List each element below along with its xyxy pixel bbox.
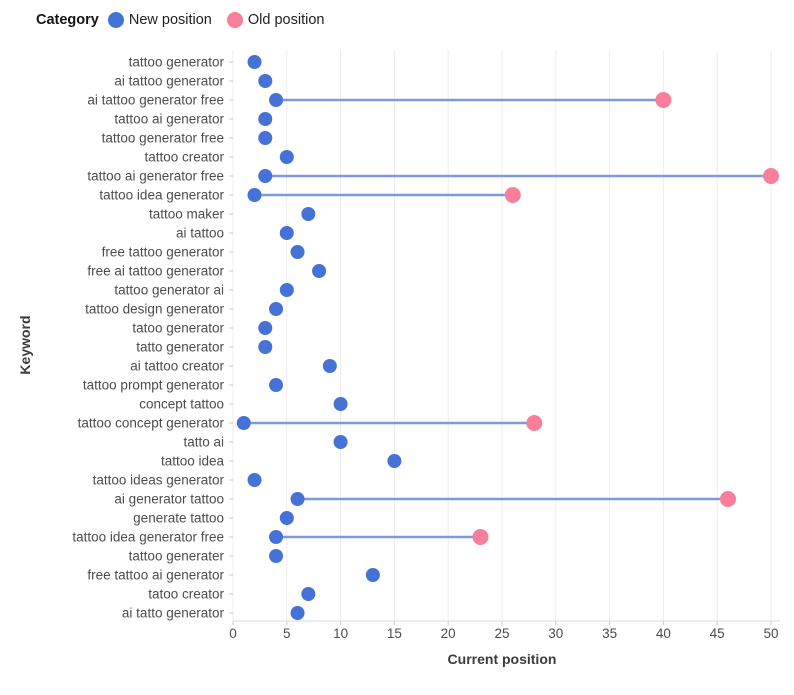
legend: Category New position Old position — [36, 10, 339, 30]
new-position-dot — [322, 359, 337, 373]
new-position-dot — [279, 150, 294, 164]
new-position-dot — [258, 169, 273, 183]
new-position-dot — [301, 587, 316, 601]
new-position-dot — [247, 473, 262, 487]
x-tick-label: 10 — [333, 626, 348, 641]
y-tick-label: tattoo ai generator — [114, 112, 224, 127]
x-tick-label: 35 — [602, 626, 617, 641]
new-position-dot — [279, 283, 294, 297]
old-position-dot — [655, 92, 672, 108]
x-tick-label: 45 — [710, 626, 725, 641]
new-position-dot — [290, 492, 305, 506]
x-tick-label: 20 — [441, 626, 456, 641]
y-tick-label: tattoo generator ai — [114, 283, 224, 298]
new-position-dot — [333, 435, 348, 449]
y-tick-label: tattoo idea generator free — [72, 530, 224, 545]
old-position-dot — [472, 529, 489, 545]
new-position-dot — [269, 530, 284, 544]
old-position-dot-icon — [226, 12, 243, 28]
y-tick-label: generate tattoo — [133, 511, 224, 526]
y-tick-label: concept tattoo — [139, 397, 224, 412]
legend-item-new-position: New position — [107, 12, 212, 28]
x-tick-label: 30 — [548, 626, 563, 641]
y-tick-label: ai tattoo generator free — [87, 93, 224, 108]
y-tick-label: tattoo generater — [129, 549, 225, 564]
legend-item-label: New position — [128, 12, 212, 28]
y-tick-label: tattoo prompt generator — [83, 378, 225, 393]
x-axis-title: Current position — [447, 651, 557, 667]
x-tick-label: 50 — [763, 626, 778, 641]
new-position-dot — [258, 321, 273, 335]
y-tick-label: tattoo maker — [149, 207, 225, 222]
new-position-dot — [312, 264, 327, 278]
legend-item-old-position: Old position — [226, 12, 325, 28]
y-tick-label: tattoo design generator — [85, 302, 224, 317]
y-tick-label: tatoo creator — [148, 587, 224, 602]
new-position-dot — [258, 340, 273, 354]
new-position-dot — [247, 55, 262, 69]
new-position-dot — [269, 549, 284, 563]
new-position-dot — [269, 93, 284, 107]
new-position-dot — [365, 568, 380, 582]
y-tick-label: tattoo idea — [161, 454, 225, 469]
x-tick-label: 5 — [283, 626, 291, 641]
y-tick-label: tatoo generator — [132, 321, 224, 336]
new-position-dot — [279, 511, 294, 525]
new-position-dot — [247, 188, 262, 202]
new-position-dot — [301, 207, 316, 221]
new-position-dot — [387, 454, 402, 468]
new-position-dot — [258, 74, 273, 88]
x-tick-label: 40 — [656, 626, 671, 641]
y-tick-label: tattoo idea generator — [99, 188, 224, 203]
y-tick-label: ai tattoo — [176, 226, 224, 241]
new-position-dot — [269, 302, 284, 316]
old-position-dot — [504, 187, 521, 203]
legend-item-label: Old position — [247, 12, 325, 28]
new-position-dot — [290, 245, 305, 259]
y-tick-label: tattoo concept generator — [78, 416, 225, 431]
x-tick-label: 0 — [229, 626, 237, 641]
y-tick-label: ai tattoo creator — [130, 359, 224, 374]
legend-title: Category — [36, 12, 99, 28]
new-position-dot — [258, 112, 273, 126]
y-axis-title: Keyword — [17, 315, 33, 375]
y-tick-label: tattoo generator free — [102, 131, 224, 146]
old-position-dot — [526, 415, 543, 431]
y-tick-label: free ai tattoo generator — [87, 264, 224, 279]
y-tick-label: tattoo ai generator free — [87, 169, 224, 184]
y-tick-label: free tattoo generator — [102, 245, 225, 260]
new-position-dot — [258, 131, 273, 145]
new-position-dot — [269, 378, 284, 392]
y-tick-label: ai tatto generator — [122, 606, 225, 621]
x-tick-label: 15 — [387, 626, 402, 641]
y-tick-label: tattoo creator — [144, 150, 224, 165]
y-tick-label: tatto generator — [136, 340, 224, 355]
y-tick-label: free tattoo ai generator — [87, 568, 224, 583]
x-tick-label: 25 — [494, 626, 509, 641]
y-tick-label: tatto ai — [183, 435, 224, 450]
old-position-dot — [763, 168, 779, 184]
new-position-dot — [333, 397, 348, 411]
y-tick-label: ai tattoo generator — [114, 74, 224, 89]
new-position-dot-icon — [107, 12, 124, 28]
old-position-dot — [719, 491, 736, 507]
y-tick-label: tattoo ideas generator — [93, 473, 225, 488]
y-tick-label: ai generator tattoo — [114, 492, 224, 507]
y-tick-label: tattoo generator — [129, 55, 225, 70]
new-position-dot — [290, 606, 305, 620]
new-position-dot — [279, 226, 294, 240]
new-position-dot — [236, 416, 251, 430]
